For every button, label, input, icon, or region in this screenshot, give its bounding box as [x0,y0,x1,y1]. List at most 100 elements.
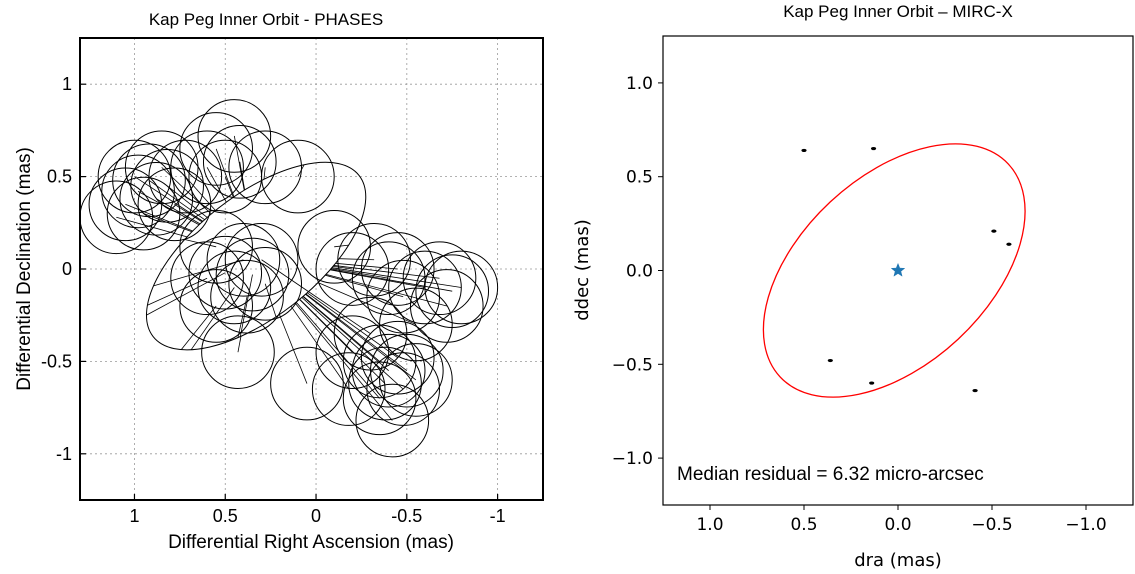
phases-orbit [145,161,367,351]
phases-error-circle [170,241,244,316]
mircx-data-point [991,229,997,233]
phases-residual-line [308,291,371,335]
star-marker-icon [890,262,906,277]
phases-x-tick-label: 0.5 [213,506,238,526]
phases-error-circle [179,269,253,343]
phases-residual-line [166,185,208,218]
phases-error-circle [148,139,223,214]
phases-x-tick-label: 1 [129,506,139,526]
phases-residual-line [302,296,389,371]
phases-error-circle [202,125,277,199]
phases-grid [80,38,543,500]
phases-error-circle [112,143,186,218]
phases-error-circle [379,343,453,417]
mircx-x-ticks: 1.0 0.5 0.0 −0.5 −1.0 [696,505,1107,535]
mircx-y-tick-label: −1.0 [612,449,653,469]
mircx-data-point [870,146,877,151]
phases-error-circle [228,130,303,205]
phases-error-circle [315,232,390,306]
phases-residual-line [332,266,353,270]
mircx-y-axis-label: ddec (mas) [572,219,593,321]
phases-residual-line [264,283,277,317]
phases-error-circle [315,315,390,389]
phases-residual-line [290,305,350,390]
phases-y-ticks: 1 0.5 0 -0.5 -1 [41,74,86,464]
phases-residual-line [143,213,193,233]
phases-error-circle [342,361,417,436]
phases-error-circle [348,346,422,421]
phases-error-circle [424,250,499,325]
phases-error-circle [228,246,303,321]
phases-error-circle [210,259,284,334]
phases-y-tick-label: -0.5 [41,351,72,371]
phases-residual-line [299,298,386,384]
phases-error-circle [351,333,426,408]
mircx-y-tick-label: −0.5 [612,355,653,375]
phases-residual-line [134,176,204,222]
mircx-orbit [762,143,1026,398]
phases-residual-line [184,239,217,248]
phases-x-tick-label: -1 [490,506,506,526]
phases-panel: Kap Peg Inner Orbit - PHASES 1 0.5 0 -0.5 -1… [14,10,544,553]
phases-residual-line [302,295,380,362]
phases-error-circle [311,352,386,426]
phases-error-circle [360,320,435,395]
mircx-y-tick-label: 0.0 [626,262,653,282]
phases-error-circle [270,346,344,421]
mircx-data-point [869,381,875,385]
phases-residual-line [301,297,404,390]
mircx-orbit-ellipse [762,143,1026,398]
phases-title: Kap Peg Inner Orbit - PHASES [149,10,383,29]
phases-residual-line [137,191,200,226]
mircx-x-axis-label: dra (mas) [854,550,942,571]
phases-residual-line [146,272,226,316]
mircx-x-tick-label: −0.5 [971,515,1012,535]
phases-error-circle [188,235,263,310]
phases-residual-line [153,259,244,287]
phases-y-tick-label: 0 [62,259,72,279]
phases-residual-line [325,274,404,298]
phases-error-circle [197,250,272,325]
phases-error-circle [224,222,299,297]
phases-error-circle [179,112,253,186]
phases-residual-line [317,282,417,325]
mircx-data-point [827,358,833,363]
phases-error-circle [201,315,275,389]
phases-residual-line [279,314,308,384]
phases-residual-line [180,305,217,350]
phases-residual-line [215,148,235,197]
phases-residual-line [239,274,253,337]
phases-y-axis-label: Differential Declination (mas) [14,147,35,391]
phases-residual-line [237,336,242,353]
phases-residual-line [297,164,305,177]
mircx-y-tick-label: 1.0 [626,74,653,94]
phases-residual-line [331,268,389,279]
phases-residual-line [334,244,349,248]
mircx-y-tick-label: 0.5 [626,168,653,188]
phases-error-circle [197,99,272,173]
mircx-primary-star [890,262,906,277]
phases-residual-line [161,167,212,215]
phases-residual-line [237,296,248,338]
phases-residual-line [330,269,426,288]
phases-error-circle [97,139,172,214]
phases-residual-line [333,265,440,279]
mircx-x-tick-label: 0.5 [790,515,817,535]
phases-residual-line [295,301,380,399]
phases-orbit-ellipse [145,161,367,351]
phases-points [79,99,499,458]
phases-error-circle [351,241,426,316]
mircx-data-point [801,148,807,153]
mircx-panel: Kap Peg Inner Orbit – MIRC-X 1.0 0.5 0.0 −0… [572,2,1134,571]
phases-x-tick-label: -0.5 [391,506,422,526]
phases-residual-line [239,161,246,191]
mircx-data-point [1006,242,1012,246]
phases-error-circle [355,383,430,458]
phases-error-circle [370,333,444,408]
phases-residual-line [185,176,216,211]
phases-error-circle [137,167,212,242]
phases-error-circle [119,161,194,236]
phases-error-circle [409,269,484,343]
phases-residual-line [294,302,393,421]
